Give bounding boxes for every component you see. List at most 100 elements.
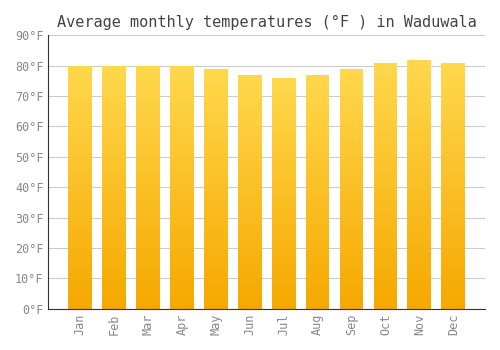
Bar: [408, 296, 431, 299]
Bar: [408, 166, 431, 169]
Bar: [68, 184, 92, 187]
Bar: [68, 84, 92, 87]
Bar: [170, 300, 194, 303]
Bar: [204, 273, 228, 276]
Bar: [408, 141, 431, 144]
Bar: [170, 224, 194, 227]
Bar: [136, 209, 160, 211]
Bar: [306, 162, 330, 166]
Bar: [374, 152, 398, 155]
Bar: [340, 237, 363, 240]
Bar: [136, 78, 160, 81]
Bar: [374, 219, 398, 223]
Bar: [272, 214, 295, 216]
Bar: [102, 145, 126, 148]
Bar: [102, 178, 126, 181]
Bar: [136, 193, 160, 196]
Bar: [340, 252, 363, 255]
Bar: [102, 239, 126, 242]
Bar: [170, 230, 194, 233]
Bar: [170, 102, 194, 105]
Bar: [170, 120, 194, 124]
Bar: [204, 240, 228, 243]
Bar: [442, 300, 465, 303]
Bar: [272, 283, 295, 286]
Bar: [170, 114, 194, 117]
Bar: [170, 287, 194, 290]
Bar: [204, 231, 228, 234]
Bar: [204, 135, 228, 138]
Bar: [68, 102, 92, 105]
Bar: [374, 278, 398, 281]
Bar: [238, 233, 262, 236]
Bar: [340, 162, 363, 165]
Bar: [204, 75, 228, 78]
Bar: [170, 257, 194, 260]
Bar: [442, 275, 465, 278]
Bar: [374, 284, 398, 287]
Bar: [272, 162, 295, 164]
Bar: [442, 63, 465, 66]
Bar: [102, 187, 126, 190]
Bar: [102, 87, 126, 90]
Bar: [374, 186, 398, 189]
Bar: [204, 204, 228, 207]
Bar: [136, 126, 160, 130]
Bar: [136, 218, 160, 220]
Bar: [68, 218, 92, 220]
Bar: [102, 133, 126, 135]
Bar: [204, 216, 228, 219]
Bar: [340, 111, 363, 114]
Bar: [374, 180, 398, 183]
Bar: [306, 131, 330, 133]
Bar: [340, 105, 363, 108]
Bar: [442, 229, 465, 232]
Bar: [238, 125, 262, 127]
Bar: [442, 140, 465, 143]
Bar: [170, 266, 194, 269]
Bar: [238, 303, 262, 306]
Bar: [374, 266, 398, 269]
Bar: [170, 108, 194, 111]
Bar: [170, 193, 194, 196]
Bar: [272, 98, 295, 101]
Bar: [136, 260, 160, 263]
Bar: [306, 95, 330, 98]
Bar: [204, 90, 228, 93]
Bar: [442, 278, 465, 281]
Bar: [68, 278, 92, 281]
Bar: [408, 150, 431, 153]
Bar: [374, 198, 398, 201]
Bar: [374, 223, 398, 226]
Bar: [238, 127, 262, 131]
Bar: [238, 92, 262, 95]
Bar: [170, 245, 194, 248]
Bar: [272, 133, 295, 135]
Bar: [340, 96, 363, 99]
Bar: [340, 183, 363, 186]
Bar: [374, 235, 398, 238]
Bar: [306, 122, 330, 125]
Bar: [272, 130, 295, 133]
Bar: [238, 297, 262, 300]
Bar: [238, 131, 262, 133]
Bar: [204, 93, 228, 96]
Bar: [204, 297, 228, 300]
Bar: [442, 69, 465, 72]
Bar: [68, 160, 92, 163]
Bar: [272, 274, 295, 277]
Bar: [408, 243, 431, 246]
Bar: [102, 196, 126, 200]
Bar: [68, 236, 92, 239]
Bar: [204, 183, 228, 186]
Bar: [442, 204, 465, 207]
Bar: [68, 190, 92, 193]
Bar: [340, 69, 363, 72]
Bar: [68, 266, 92, 269]
Bar: [306, 306, 330, 309]
Bar: [408, 113, 431, 116]
Bar: [136, 93, 160, 96]
Bar: [238, 189, 262, 192]
Bar: [306, 86, 330, 90]
Bar: [238, 268, 262, 271]
